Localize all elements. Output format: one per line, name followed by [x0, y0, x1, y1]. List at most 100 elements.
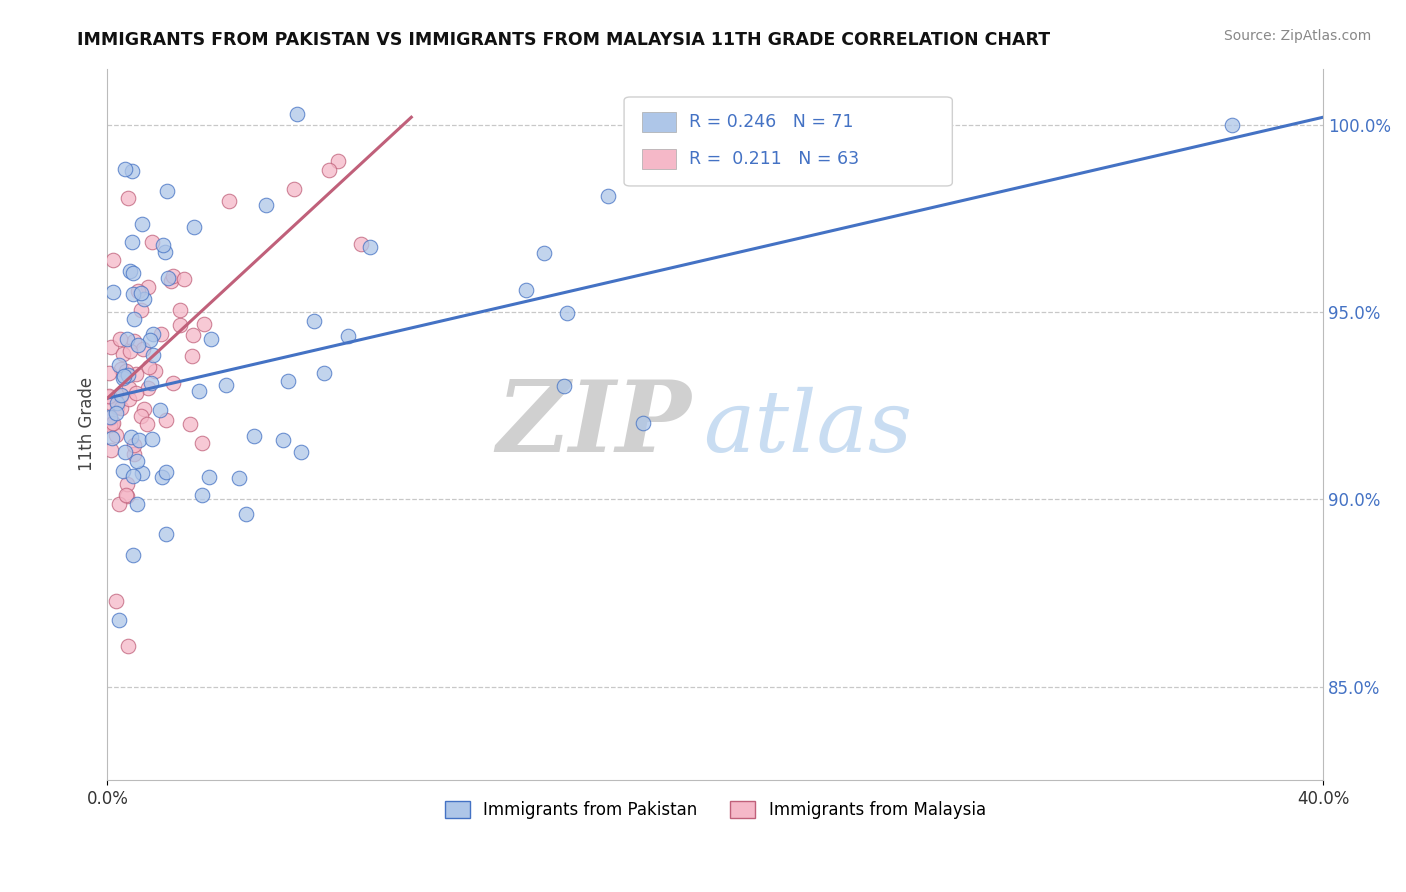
Point — [242, 429, 264, 443]
Point — [191, 487, 214, 501]
Point — [110, 361, 132, 376]
Point — [328, 153, 350, 168]
Point — [120, 264, 142, 278]
Point — [108, 497, 131, 511]
Point — [138, 381, 160, 395]
Point — [122, 312, 145, 326]
Point — [121, 235, 143, 250]
Point — [285, 106, 308, 120]
Point — [115, 476, 138, 491]
Point — [350, 237, 373, 252]
Point — [160, 274, 183, 288]
Point — [105, 405, 128, 419]
Point — [218, 194, 240, 208]
Point — [128, 433, 150, 447]
Point — [183, 220, 205, 235]
Point — [114, 487, 136, 501]
Point — [122, 438, 145, 452]
FancyBboxPatch shape — [643, 112, 676, 132]
Point — [142, 348, 165, 362]
Point — [111, 346, 134, 360]
Point — [198, 469, 221, 483]
Point — [136, 417, 159, 431]
Point — [271, 433, 294, 447]
Point — [134, 402, 156, 417]
Point — [122, 447, 145, 461]
Point — [117, 392, 139, 406]
Point — [122, 334, 145, 349]
Point — [117, 639, 139, 653]
Point — [122, 286, 145, 301]
Point — [105, 396, 128, 410]
Point — [162, 268, 184, 283]
Point — [127, 497, 149, 511]
Point — [276, 374, 298, 388]
Point — [157, 271, 180, 285]
Point — [98, 411, 121, 425]
Point — [200, 332, 222, 346]
Point — [101, 416, 124, 430]
Point — [141, 433, 163, 447]
Point — [143, 364, 166, 378]
Point — [100, 396, 122, 410]
Point — [110, 401, 132, 416]
Point — [318, 163, 340, 178]
Point — [120, 430, 142, 444]
Point — [127, 284, 149, 298]
FancyBboxPatch shape — [624, 97, 952, 186]
Point — [149, 327, 172, 342]
Point — [139, 333, 162, 347]
Point — [156, 184, 179, 198]
Point — [533, 246, 555, 260]
Point — [162, 376, 184, 391]
Point — [127, 454, 149, 468]
Point — [127, 338, 149, 352]
Point — [235, 507, 257, 521]
Point — [129, 285, 152, 300]
Point — [155, 527, 177, 541]
Point — [118, 343, 141, 358]
Point — [336, 329, 359, 343]
Point — [125, 367, 148, 381]
Point — [101, 253, 124, 268]
Point — [108, 614, 131, 628]
Point — [117, 191, 139, 205]
Point — [283, 182, 305, 196]
FancyBboxPatch shape — [643, 149, 676, 169]
Point — [100, 443, 122, 458]
Point — [105, 428, 128, 442]
Point — [359, 240, 381, 254]
Point — [100, 340, 122, 354]
Point — [155, 244, 177, 259]
Legend: Immigrants from Pakistan, Immigrants from Malaysia: Immigrants from Pakistan, Immigrants fro… — [437, 794, 993, 825]
Point — [131, 343, 153, 357]
Point — [114, 369, 136, 384]
Point — [138, 359, 160, 374]
Point — [117, 489, 139, 503]
Point — [181, 349, 204, 363]
Text: Source: ZipAtlas.com: Source: ZipAtlas.com — [1223, 29, 1371, 43]
Point — [117, 368, 139, 382]
Point — [122, 469, 145, 483]
Point — [108, 359, 131, 373]
Point — [129, 409, 152, 424]
Point — [1220, 118, 1243, 132]
Point — [132, 292, 155, 306]
Point — [110, 387, 132, 401]
Point — [114, 161, 136, 176]
Point — [152, 238, 174, 252]
Point — [179, 417, 201, 431]
Point — [117, 381, 139, 395]
Point — [111, 371, 134, 385]
Point — [97, 389, 120, 403]
Point — [596, 189, 619, 203]
Point — [169, 303, 191, 318]
Point — [150, 470, 173, 484]
Point — [633, 416, 655, 430]
Point — [136, 280, 159, 294]
Text: R =  0.211   N = 63: R = 0.211 N = 63 — [689, 150, 859, 168]
Point — [112, 464, 135, 478]
Point — [101, 417, 124, 431]
Point — [98, 390, 121, 404]
Point — [181, 328, 204, 343]
